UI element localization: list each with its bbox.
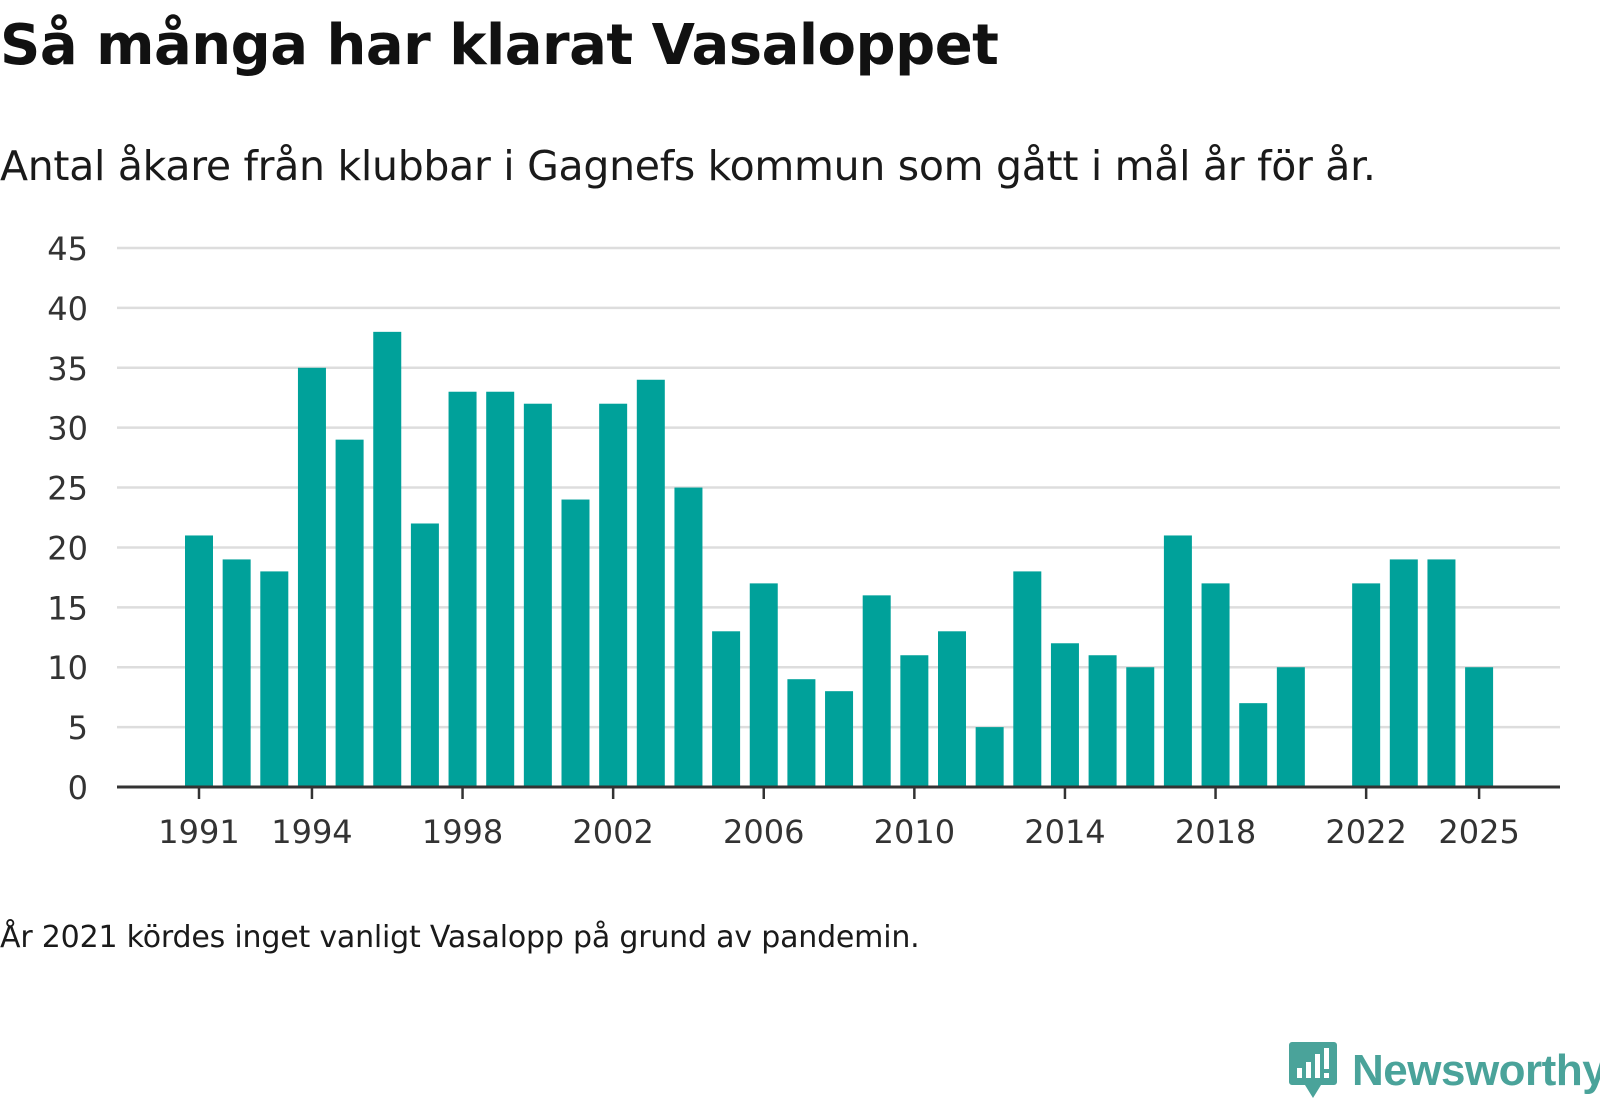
bar-2013 <box>1013 571 1042 787</box>
x-tick-label: 2002 <box>572 813 653 851</box>
bar-2011 <box>938 631 966 787</box>
y-tick-label: 10 <box>47 649 88 687</box>
x-tick-label: 2006 <box>723 813 804 851</box>
y-tick-label: 40 <box>47 290 88 328</box>
bar-2023 <box>1389 559 1418 787</box>
bar-2017 <box>1163 535 1192 787</box>
bar-2008 <box>825 691 854 787</box>
y-tick-label: 25 <box>47 470 88 508</box>
bar-2002 <box>599 403 628 787</box>
bar-2005 <box>712 631 741 787</box>
bar-2007 <box>787 679 816 787</box>
bar-2004 <box>674 487 703 787</box>
bar-1997 <box>410 523 439 787</box>
x-tick-label: 1994 <box>271 813 352 851</box>
bar-1995 <box>335 439 364 787</box>
y-axis-ticks: 0 5 10 15 20 25 30 35 40 45 <box>47 230 88 807</box>
x-tick-label: 1991 <box>158 813 239 851</box>
y-tick-label: 20 <box>47 529 88 567</box>
y-tick-label: 0 <box>68 769 88 807</box>
bar-1992 <box>222 559 251 787</box>
chart-subtitle: Antal åkare från klubbar i Gagnefs kommu… <box>0 142 1376 190</box>
footnote: År 2021 kördes inget vanligt Vasalopp på… <box>0 920 920 955</box>
y-tick-label: 5 <box>68 709 88 747</box>
y-tick-label: 30 <box>47 410 88 448</box>
bar-1999 <box>486 391 515 787</box>
bar-2001 <box>561 499 590 787</box>
bars <box>185 331 1494 787</box>
x-tick-label: 2018 <box>1175 813 1256 851</box>
y-tick-label: 35 <box>47 350 88 388</box>
bar-2014 <box>1050 643 1079 787</box>
chart-title: Så många har klarat Vasaloppet <box>0 13 999 78</box>
x-tick-label: 1998 <box>422 813 503 851</box>
y-tick-label: 15 <box>47 589 88 627</box>
gridlines <box>117 246 1560 729</box>
bar-1998 <box>448 391 477 787</box>
x-tick-label: 2014 <box>1024 813 1105 851</box>
brand-name: Newsworthy <box>1352 1046 1600 1095</box>
bar-2006 <box>749 583 778 787</box>
x-axis-ticks: 1991 1994 1998 2002 2006 2010 2014 2018 2022 2025 <box>158 787 1520 851</box>
newsworthy-logo[interactable]: Newsworthy <box>1288 1040 1600 1102</box>
bar-1994 <box>297 367 326 787</box>
bar-2012 <box>975 727 1004 787</box>
x-tick-label: 2010 <box>874 813 955 851</box>
bar-2025 <box>1465 667 1494 787</box>
bar-2009 <box>862 595 891 787</box>
bar-2010 <box>900 655 929 787</box>
bar-2019 <box>1239 703 1268 787</box>
bar-2016 <box>1126 667 1155 787</box>
newsworthy-logo-icon <box>1289 1042 1337 1098</box>
y-tick-label: 45 <box>47 230 88 268</box>
bar-2024 <box>1427 559 1456 787</box>
bar-1996 <box>373 331 402 787</box>
bar-2018 <box>1201 583 1230 787</box>
bar-2000 <box>523 403 552 787</box>
x-tick-label: 2022 <box>1325 813 1406 851</box>
bar-2020 <box>1276 667 1305 787</box>
bar-2015 <box>1088 655 1117 787</box>
bar-1993 <box>260 571 289 787</box>
bar-2003 <box>636 379 665 787</box>
bar-1991 <box>185 535 213 787</box>
bar-2022 <box>1352 583 1381 787</box>
x-tick-label: 2025 <box>1438 813 1519 851</box>
